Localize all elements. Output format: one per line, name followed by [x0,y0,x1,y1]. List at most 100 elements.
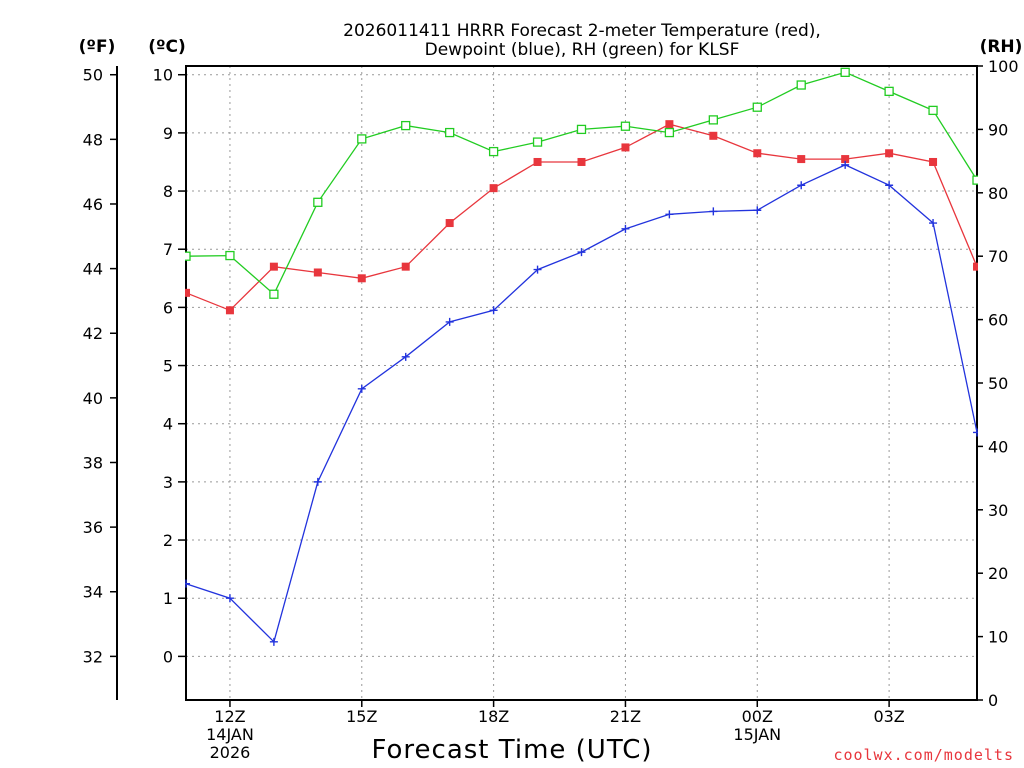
chart-title: 2026011411 HRRR Forecast 2-meter Tempera… [343,21,821,60]
fahrenheit-tick-label-7: 46 [83,195,103,214]
x-axis-title: Forecast Time (UTC) [371,735,652,765]
fahrenheit-tick-label-5: 42 [83,324,103,343]
series-layer [185,67,978,646]
temperature-point-5 [401,262,410,271]
credit-text: coolwx.com/modelts [833,746,1014,764]
rh-tick-label-6: 60 [988,311,1008,330]
rh-point-2 [269,289,279,299]
dewpoint-point-18 [973,428,978,437]
fahrenheit-tick-label-0: 32 [83,647,103,666]
x-tick-label-4-1: 15JAN [733,725,781,744]
rh-point-0 [185,251,191,261]
rh-point-15 [840,67,850,77]
rh-tick-label-5: 50 [988,374,1008,393]
rh-point-18 [972,175,978,185]
dewpoint-point-6 [445,317,454,326]
dewpoint-point-9 [577,248,586,257]
celsius-tick-label-5: 5 [163,357,173,376]
temperature-point-2 [269,262,278,271]
fahrenheit-tick-label-6: 44 [83,260,103,279]
temperature-point-18 [973,262,978,271]
fahrenheit-tick-label-9: 50 [83,66,103,85]
dewpoint-point-5 [401,352,410,361]
dewpoint-point-11 [665,210,674,219]
rh-series-line [185,71,978,296]
celsius-tick-label-8: 8 [163,182,173,201]
x-tick-label-0-0: 12Z [214,707,245,726]
rh-point-14 [796,80,806,90]
fahrenheit-tick-label-8: 48 [83,130,103,149]
temperature-point-10 [621,143,630,152]
x-tick-label-0-1: 14JAN [206,725,254,744]
celsius-unit-label: (ºC) [148,37,186,57]
temperature-point-0 [185,288,190,297]
rh-tick-label-8: 80 [988,184,1008,203]
rh-unit-label: (RH) [980,37,1023,57]
rh-tick-label-2: 20 [988,564,1008,583]
celsius-tick-label-7: 7 [163,240,173,259]
rh-point-9 [576,124,587,135]
temperature-point-1 [225,306,234,315]
rh-point-1 [225,250,235,261]
x-tick-label-1-0: 15Z [346,707,377,726]
rh-point-5 [401,120,411,131]
rh-tick-label-1: 10 [988,628,1008,647]
axes-layer: 0123456789103234363840424446485001020304… [83,57,1019,710]
fahrenheit-tick-label-4: 40 [83,389,103,408]
temperature-series-line [185,123,978,312]
fahrenheit-tick-label-1: 34 [83,583,103,602]
rh-tick-label-0: 0 [988,691,998,710]
dewpoint-point-2 [269,637,278,646]
rh-point-4 [357,134,367,144]
celsius-tick-label-2: 2 [163,531,173,550]
dewpoint-point-15 [841,160,850,169]
rh-point-8 [532,137,543,147]
chart-title-line-1: 2026011411 HRRR Forecast 2-meter Tempera… [343,21,821,41]
celsius-tick-label-3: 3 [163,473,173,492]
dewpoint-point-17 [929,219,938,228]
dewpoint-point-14 [797,181,806,190]
rh-point-13 [752,102,762,112]
x-tick-label-0-2: 2026 [210,743,251,762]
rh-tick-label-4: 40 [988,437,1008,456]
celsius-tick-label-10: 10 [153,66,173,85]
temperature-point-3 [313,268,322,277]
rh-point-3 [313,197,323,207]
temperature-point-17 [929,157,938,166]
dewpoint-point-7 [489,306,498,315]
temperature-point-12 [709,131,718,140]
celsius-tick-label-0: 0 [163,647,173,666]
celsius-tick-label-9: 9 [163,124,173,143]
rh-tick-label-3: 30 [988,501,1008,520]
temperature-point-8 [533,157,542,166]
fahrenheit-tick-label-3: 38 [83,453,103,472]
dewpoint-point-12 [709,207,718,216]
celsius-tick-label-1: 1 [163,589,173,608]
x-tick-label-3-0: 21Z [610,707,641,726]
x-tick-label-4-0: 00Z [742,707,773,726]
rh-tick-label-10: 100 [988,57,1019,76]
dewpoint-point-3 [313,477,322,486]
rh-point-17 [928,105,938,116]
rh-point-11 [664,127,675,138]
temperature-point-15 [841,155,850,164]
fahrenheit-tick-label-2: 36 [83,518,103,537]
rh-tick-label-7: 70 [988,247,1008,266]
dewpoint-point-13 [753,206,762,215]
dewpoint-point-8 [533,265,542,274]
temperature-point-9 [577,157,586,166]
rh-point-10 [620,121,631,131]
temperature-point-7 [489,184,498,193]
temperature-point-6 [445,219,454,228]
rh-tick-label-9: 90 [988,120,1008,139]
fahrenheit-unit-label: (ºF) [79,37,116,57]
rh-point-6 [445,127,455,138]
rh-point-16 [884,86,894,97]
temperature-point-14 [797,155,806,164]
x-tick-label-2-0: 18Z [478,707,509,726]
rh-point-12 [708,115,718,125]
series-group [185,67,978,646]
temperature-point-11 [665,120,674,129]
